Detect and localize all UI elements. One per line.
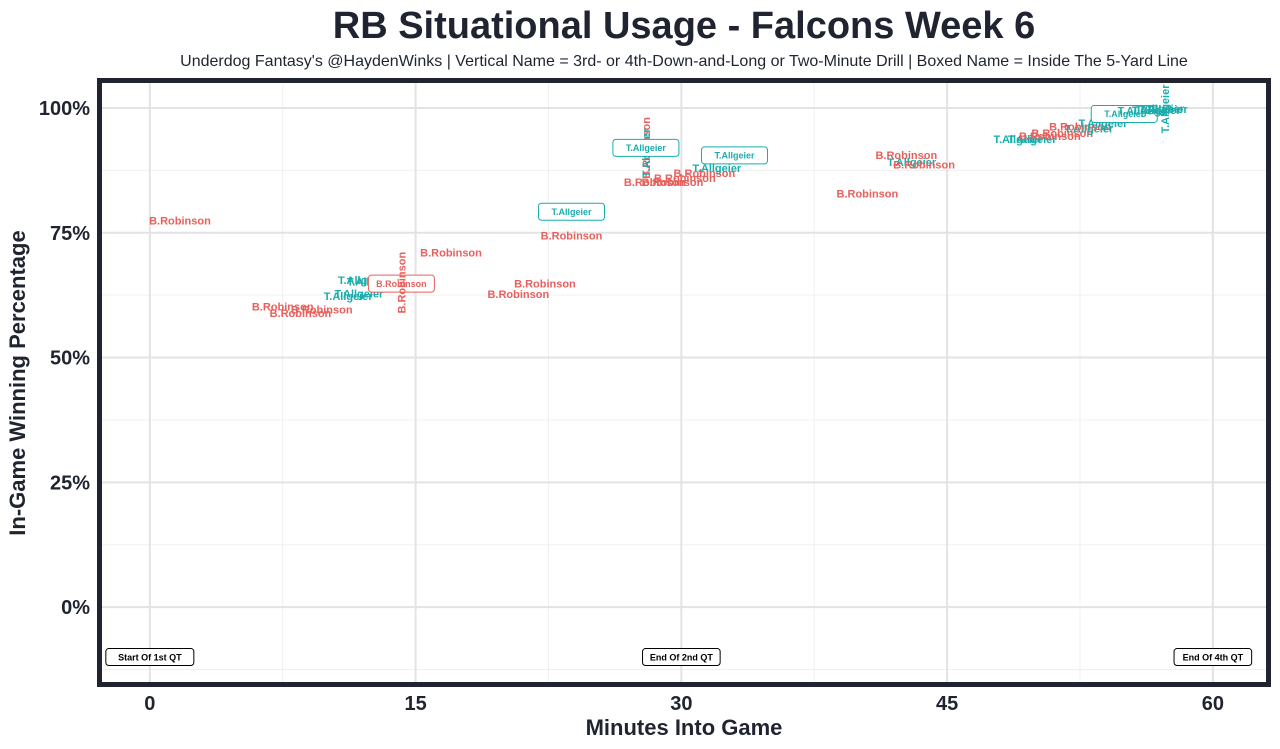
- quarter-marker-label: Start Of 1st QT: [118, 652, 182, 662]
- point-label: B.Robinson: [654, 173, 716, 185]
- point-label: B.Robinson: [514, 279, 576, 291]
- quarter-marker-box: [642, 648, 721, 667]
- boxed-point-frame: [537, 202, 605, 221]
- quarter-marker-label: End Of 4th QT: [1183, 652, 1244, 662]
- x-tick-label: 60: [1202, 693, 1224, 715]
- y-tick-label: 50%: [50, 348, 90, 370]
- plot-border: [97, 78, 1271, 687]
- point-label: B.Robinson: [420, 248, 482, 260]
- point-label: B.Robinson: [270, 308, 332, 320]
- boxed-point-label: T.Allgeier: [551, 207, 592, 217]
- x-tick-label: 30: [670, 693, 692, 715]
- x-axis-title: Minutes Into Game: [586, 715, 783, 740]
- point-label: T.Allgeier: [994, 134, 1044, 146]
- axis-ticks: 0 15 30 45 60 0% 25% 50% 75% 100%: [39, 98, 1224, 715]
- point-label: B.Robinson: [875, 150, 937, 162]
- quarter-markers: Start Of 1st QT End Of 2nd QT End Of 4th Q…: [105, 648, 1253, 667]
- point-label: B.Robinson: [1031, 128, 1093, 140]
- boxed-point-label: T.Allgeier: [1104, 109, 1145, 119]
- point-label: B.Robinson: [624, 177, 686, 189]
- y-tick-label: 25%: [50, 472, 90, 494]
- boxed-point-label: T.Allgeier: [714, 151, 755, 161]
- quarter-marker-label: End Of 2nd QT: [650, 652, 713, 662]
- point-label: T.Allgeier: [324, 291, 374, 303]
- point-label: B.Robinson: [642, 177, 704, 189]
- gridlines: [102, 83, 1266, 682]
- y-axis-title: In-Game Winning Percentage: [5, 230, 30, 535]
- point-label: T.Allgeier: [692, 163, 742, 175]
- x-tick-label: 45: [936, 693, 958, 715]
- vertical-point-label: T.Allgeier: [1160, 84, 1172, 134]
- quarter-marker-box: [1173, 648, 1253, 667]
- point-label: T.Allgeier: [1118, 105, 1168, 117]
- point-label: T.Allgeier: [1064, 123, 1114, 135]
- point-label: T.Allgeier: [1135, 103, 1185, 115]
- x-tick-label: 0: [144, 693, 155, 715]
- x-tick-label: 15: [404, 693, 426, 715]
- point-label: T.Allgeier: [887, 157, 937, 169]
- point-label: B.Robinson: [1049, 121, 1111, 133]
- point-label: T.Allgeier: [1008, 134, 1058, 146]
- chart-title: RB Situational Usage - Falcons Week 6: [333, 5, 1035, 47]
- boxed-point-frame: [1090, 104, 1158, 123]
- boxed-point-label: T.Allgeier: [626, 143, 667, 153]
- point-label: B.Robinson: [252, 302, 314, 314]
- boxed-point-frame: [612, 138, 680, 157]
- point-label: B.Robinson: [149, 215, 211, 227]
- point-label: B.Robinson: [291, 305, 353, 317]
- point-label: B.Robinson: [541, 231, 603, 243]
- point-label: B.Robinson: [674, 168, 736, 180]
- point-label: B.Robinson: [1019, 131, 1081, 143]
- data-points: B.RobinsonB.RobinsonB.RobinsonB.Robinson…: [149, 84, 1188, 320]
- y-tick-label: 75%: [50, 223, 90, 245]
- y-tick-label: 0%: [61, 597, 90, 619]
- vertical-point-label: B.Robinson: [396, 252, 408, 314]
- point-label: T.Allgeier: [1132, 105, 1182, 117]
- boxed-point-frame: [700, 146, 768, 165]
- point-label: B.Robinson: [837, 188, 899, 200]
- point-label: B.Robinson: [893, 159, 955, 171]
- y-tick-label: 100%: [39, 98, 90, 120]
- quarter-marker-box: [105, 648, 195, 667]
- point-label: T.Allgeier: [1139, 104, 1189, 116]
- chart-subtitle: Underdog Fantasy's @HaydenWinks | Vertic…: [180, 53, 1188, 70]
- boxed-point-frame: [367, 274, 435, 293]
- point-label: B.Robinson: [487, 289, 549, 301]
- boxed-point-label: B.Robinson: [376, 279, 427, 289]
